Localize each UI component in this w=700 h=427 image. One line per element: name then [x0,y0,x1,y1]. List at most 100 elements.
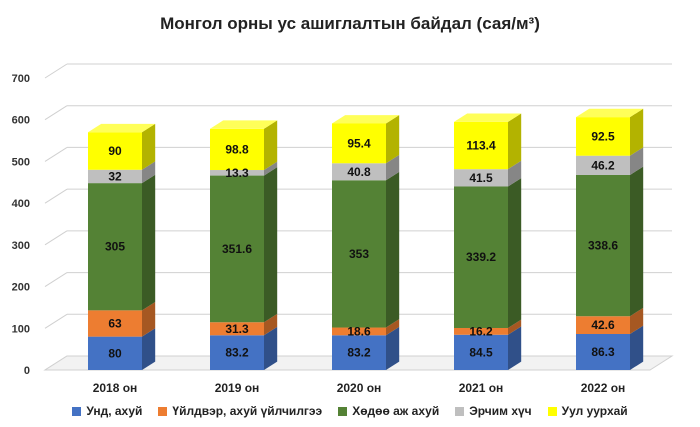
data-label: 18.6 [347,324,371,338]
data-label: 351.6 [222,242,252,256]
data-label: 83.2 [347,346,371,360]
data-label: 305 [105,240,125,254]
legend: Унд, ахуй Үйлдвэр, ахуй үйлчилгээ Хөдөө аж… [0,404,700,418]
bar-segment-front [454,334,508,370]
legend-item: Унд, ахуй [72,404,142,418]
y-tick-label: 100 [12,323,30,335]
gridline [44,147,68,162]
gridline [44,63,68,79]
x-tick-label: 2020 он [337,381,382,395]
bar-segment-front [88,336,142,370]
bar-segment-front [332,180,386,328]
bar-segment-front [576,316,630,335]
bar-segment-side [386,319,400,336]
x-tick-label: 2018 он [93,381,138,395]
bar-stack [454,113,522,370]
bar-stack [88,123,156,370]
legend-label: Эрчим хүч [469,404,532,418]
bar-segment-side [264,326,278,370]
bar-segment-front [210,335,264,370]
bar-segment-side [264,167,278,323]
data-label: 353 [349,247,369,261]
bar-segment-front [576,174,630,317]
gridline [44,272,68,287]
data-label: 32 [108,169,122,183]
bar-segment-front [576,334,630,370]
data-label: 95.4 [347,136,371,150]
bar-segment-side [508,178,522,328]
data-label: 16.2 [469,324,493,338]
bar-segment-front [576,155,630,175]
bar-segment-front [454,121,508,170]
bar-segment-front [88,310,142,337]
bar-top [454,113,522,122]
legend-item: Үйлдвэр, ахуй үйлчилгээ [158,404,322,418]
bar-segment-side [386,171,400,328]
bar-segment-side [142,123,156,170]
x-tick-label: 2019 он [215,381,260,395]
y-tick-label: 300 [12,240,30,252]
data-label: 90 [108,144,122,158]
bar-segment-front [332,327,386,336]
data-label: 80 [108,346,122,360]
bar-segment-side [264,161,278,176]
bar-segment-side [630,108,644,156]
legend-item: Уул уурхай [547,404,628,418]
data-label: 41.5 [469,171,493,185]
bar-segment-side [630,166,644,317]
bar-segment-front [88,169,142,184]
bar-segment-front [210,322,264,336]
bar-segment-side [630,325,644,370]
bar-segment-side [630,307,644,335]
data-label: 338.6 [588,239,618,253]
y-tick-label: 400 [12,198,30,210]
x-tick-label: 2022 он [581,381,626,395]
bar-segment-front [576,117,630,156]
bar-segment-front [454,186,508,328]
gridline [44,230,68,246]
bar-segment-side [264,120,278,171]
bar-segment-front [454,169,508,187]
bar-segment-front [332,335,386,370]
legend-item: Эрчим хүч [455,404,532,418]
bar-segment-front [210,128,264,171]
bar-segment-front [210,170,264,176]
bar-segment-front [210,175,264,323]
data-label: 84.5 [469,345,493,359]
bar-segment-front [88,132,142,170]
bar-top [88,123,156,133]
gridline [44,105,68,121]
bar-stack [576,108,644,370]
bar-segment-side [142,161,156,184]
legend-swatch [338,406,348,416]
data-label: 113.4 [466,139,496,153]
data-label: 13.3 [225,166,249,180]
data-label: 86.3 [591,345,615,359]
bar-segment-side [264,313,278,336]
legend-item: Хөдөө аж ахуй [338,404,439,418]
bar-segment-side [508,319,522,335]
bar-top [210,120,278,129]
data-label: 42.6 [591,318,615,332]
legend-label: Үйлдвэр, ахуй үйлчилгээ [172,404,323,418]
bar-segment-front [332,123,386,164]
data-label: 46.2 [591,158,615,172]
data-label: 339.2 [466,250,496,264]
bar-top [576,108,644,118]
bar-segment-side [386,154,400,181]
bar-segment-side [630,147,644,175]
data-label: 83.2 [225,346,249,360]
legend-label: Хөдөө аж ахуй [352,404,440,418]
legend-label: Уул уурхай [561,404,628,418]
data-label: 63 [108,316,122,330]
y-tick-label: 0 [24,365,30,377]
legend-label: Унд, ахуй [86,404,143,418]
data-label: 92.5 [591,129,615,143]
bar-segment-side [386,326,400,370]
data-label: 98.8 [225,142,249,156]
legend-swatch [455,406,465,416]
data-label: 40.8 [347,165,371,179]
y-tick-label: 700 [12,73,30,85]
x-tick-label: 2021 он [459,381,504,395]
bar-segment-side [142,328,156,370]
